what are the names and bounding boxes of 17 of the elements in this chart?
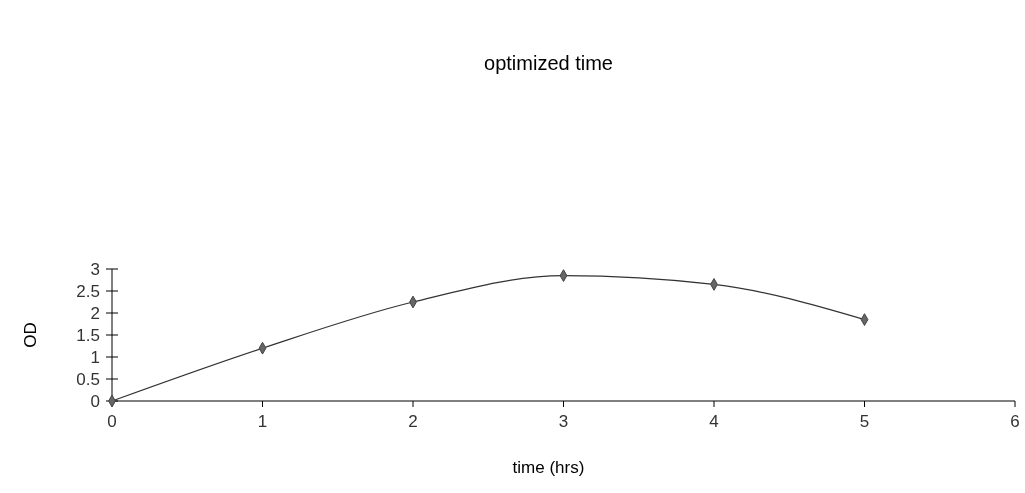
y-tick-label: 2 <box>90 304 100 323</box>
x-tick-label: 0 <box>107 412 117 431</box>
y-tick-label: 1 <box>90 348 100 367</box>
x-tick-label: 1 <box>257 412 268 431</box>
x-tick-label: 5 <box>859 412 870 431</box>
x-tick-label: 6 <box>1010 412 1020 431</box>
y-tick-label: 0 <box>90 392 100 411</box>
y-tick-label: 1.5 <box>76 326 100 345</box>
x-tick-label: 4 <box>709 412 719 431</box>
chart-title: optimized time <box>484 52 613 74</box>
y-tick-label: 0.5 <box>76 370 100 389</box>
x-tick-label: 3 <box>558 412 569 431</box>
x-axis-title: time (hrs) <box>512 458 585 477</box>
y-tick-label: 3 <box>90 260 100 279</box>
y-tick-label: 2.5 <box>76 282 100 301</box>
x-tick-label: 2 <box>408 412 418 431</box>
y-axis-title: OD <box>21 322 40 348</box>
